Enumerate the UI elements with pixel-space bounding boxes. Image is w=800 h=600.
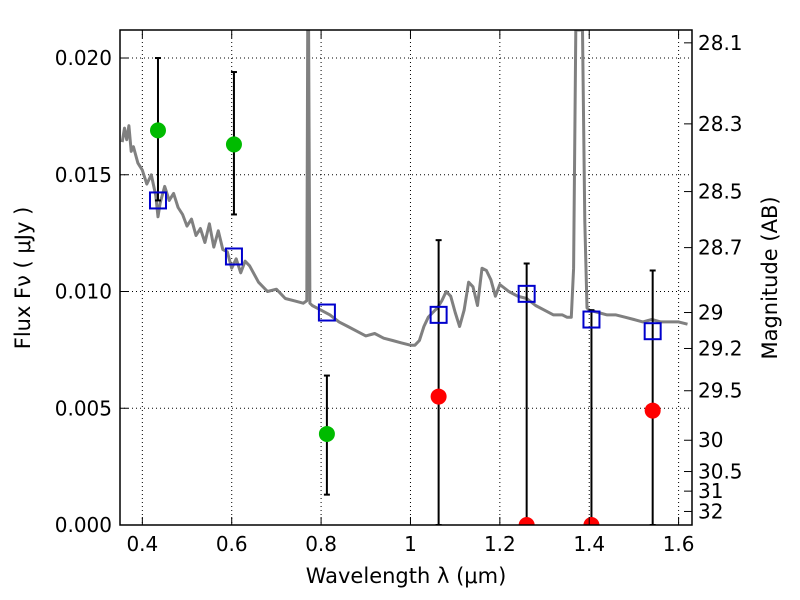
detection-point [149,122,166,139]
y-tick-label: 0.000 [55,513,112,537]
y2-tick-label: 30 [698,428,723,452]
x-tick-label: 1 [404,532,417,556]
non-detection-point [644,402,661,419]
y-tick-label: 0.020 [55,46,112,70]
model-photometry-point [317,303,336,322]
y2-tick-label: 28.3 [698,112,743,136]
sed-model-line [120,30,688,347]
y-tick-label: 0.015 [55,163,112,187]
y2-tick-label: 30.5 [698,460,743,484]
non-detection-point [518,517,535,525]
y2-tick-label: 31 [698,479,723,503]
plot-area [120,30,688,525]
detection-point [318,425,335,442]
detection-point [225,136,242,153]
y2-tick-label: 29.5 [698,379,743,403]
x-tick-label: 0.4 [126,532,158,556]
y-axis-label: Flux Fν ( μJy ) [11,207,35,350]
non-detection-point [583,517,600,525]
y2-tick-label: 32 [698,499,723,523]
non-detection-point [430,388,447,405]
model-photometry-point [429,305,448,324]
x-tick-label: 0.8 [305,532,337,556]
plot-frame [119,29,693,526]
x-tick-label: 0.6 [216,532,248,556]
y-tick-label: 0.005 [55,396,112,420]
y2-tick-label: 28.1 [698,31,743,55]
y2-axis-label: Magnitude (AB) [758,196,782,359]
model-photometry-point [224,247,243,266]
x-tick-label: 1.2 [484,532,516,556]
model-photometry-point [517,284,536,303]
x-tick-label: 1.4 [573,532,605,556]
model-photometry-point [582,310,601,329]
x-axis-label: Wavelength λ (μm) [306,564,507,588]
y2-tick-label: 28.5 [698,180,743,204]
y-tick-label: 0.010 [55,280,112,304]
x-tick-label: 1.6 [663,532,695,556]
ticks: 0.4 0.6 0.8 1 1.2 1.4 1.6 0.000 0.005 0.010 0.015 0… [55,30,743,556]
y2-tick-label: 29.2 [698,336,743,360]
y2-tick-label: 29 [698,301,723,325]
model-photometry-point [148,191,167,210]
y2-tick-label: 28.7 [698,236,743,260]
model-photometry-point [643,322,662,341]
